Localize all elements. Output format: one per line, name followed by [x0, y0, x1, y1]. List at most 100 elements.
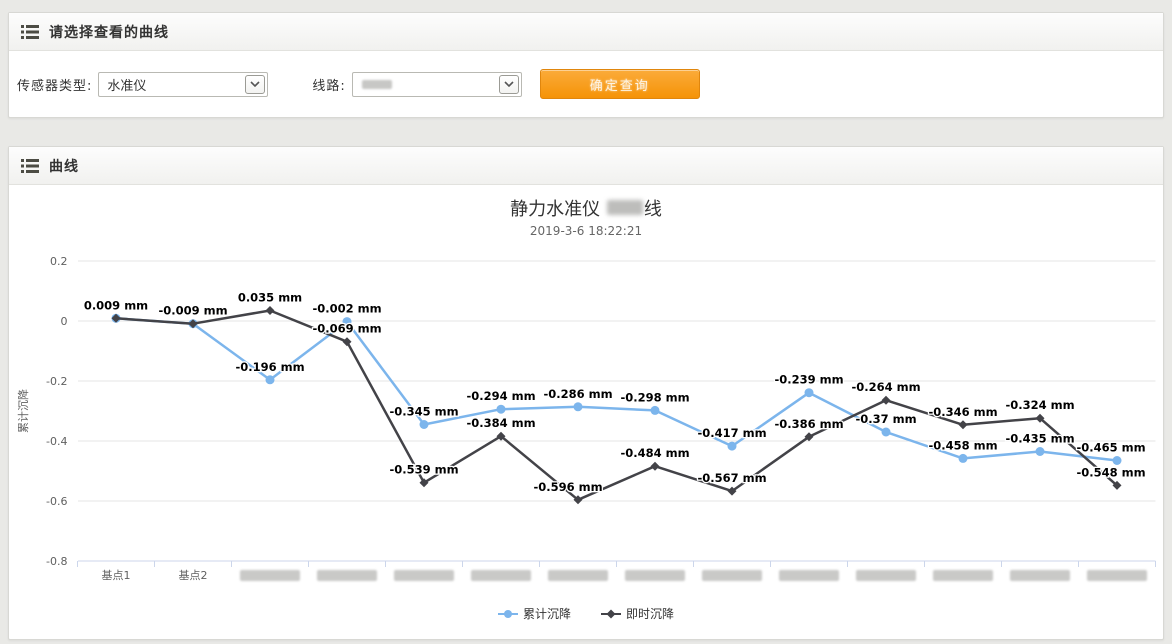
data-point-label: -0.417 mm	[697, 426, 766, 440]
line-select[interactable]	[351, 71, 522, 97]
sensor-type-value: 水准仪	[107, 78, 147, 94]
data-point[interactable]	[342, 317, 352, 327]
y-tick-label: -0.2	[46, 375, 67, 388]
y-tick-label: -0.6	[46, 495, 67, 508]
chart-area: 静力水准仪 线 2019-3-6 18:22:21 0.2 0 -0.2 -0.4 -0…	[9, 185, 1163, 639]
data-point[interactable]	[1035, 413, 1045, 423]
legend-label: 即时沉降	[626, 607, 675, 621]
data-point[interactable]	[650, 405, 660, 415]
data-point[interactable]	[1112, 456, 1122, 465]
line-value-redacted	[361, 79, 392, 89]
data-point[interactable]	[496, 431, 506, 441]
data-point[interactable]	[804, 432, 814, 442]
data-point[interactable]	[881, 395, 891, 405]
y-tick-label: 0.2	[50, 255, 68, 268]
data-point[interactable]	[958, 453, 968, 463]
data-point[interactable]	[727, 486, 737, 496]
chevron-down-icon	[245, 74, 266, 94]
x-tick-label-redacted	[1010, 570, 1070, 581]
line-label: 线路:	[312, 78, 346, 94]
data-point[interactable]	[573, 402, 583, 412]
data-point[interactable]	[1112, 480, 1122, 490]
data-point-label: -0.294 mm	[466, 389, 535, 403]
x-tick-label-redacted	[779, 570, 839, 581]
data-point-label: -0.384 mm	[466, 416, 535, 430]
data-point[interactable]	[1035, 447, 1045, 456]
data-point[interactable]	[958, 420, 968, 430]
data-point[interactable]	[188, 319, 198, 329]
legend-item-instant[interactable]: 即时沉降	[601, 605, 674, 622]
curve-panel-header: 曲线	[9, 147, 1163, 185]
chart-title: 静力水准仪 线	[510, 199, 662, 220]
data-point[interactable]	[419, 420, 429, 429]
data-point-label: -0.596 mm	[533, 480, 602, 494]
data-point-label: -0.37 mm	[855, 412, 916, 426]
legend-item-cumulative[interactable]: 累计沉降	[497, 605, 571, 622]
x-tick-label-redacted	[317, 570, 377, 581]
x-tick-label-redacted	[240, 570, 300, 581]
chart-subtitle: 2019-3-6 18:22:21	[529, 224, 643, 238]
y-tick-label: -0.8	[46, 555, 67, 568]
legend-marker-circle-icon	[497, 609, 518, 618]
chevron-down-icon	[498, 74, 519, 94]
data-point-label: -0.484 mm	[620, 446, 689, 460]
data-point[interactable]	[727, 441, 737, 451]
legend-marker-diamond-icon	[601, 609, 621, 618]
data-point-label: -0.345 mm	[389, 405, 458, 419]
data-point-label: -0.539 mm	[389, 463, 458, 477]
data-point-label: 0.035 mm	[238, 291, 302, 305]
list-icon	[21, 24, 39, 39]
data-point-label: -0.458 mm	[928, 438, 997, 452]
data-point-label: -0.567 mm	[697, 471, 766, 485]
curve-panel: 曲线 静力水准仪 线 2019-3-6 18:22:21 0.2 0 -0.2 -0.…	[8, 146, 1164, 640]
series-line-即时沉降	[115, 309, 1118, 502]
data-point[interactable]	[111, 313, 121, 323]
x-tick-label-redacted	[933, 570, 993, 581]
x-tick-label-redacted	[625, 570, 685, 581]
data-point-label: -0.548 mm	[1076, 465, 1145, 479]
data-point-label: -0.069 mm	[312, 322, 381, 336]
chart-legend: 累计沉降 即时沉降	[9, 605, 1163, 622]
x-tick-label-redacted	[856, 570, 916, 581]
x-tick-label-redacted	[548, 570, 608, 581]
x-tick-label-redacted	[1087, 570, 1147, 581]
data-point[interactable]	[496, 404, 506, 414]
query-button[interactable]: 确定查询	[539, 69, 700, 99]
sensor-type-select[interactable]: 水准仪	[98, 71, 269, 97]
y-tick-label: 0	[61, 315, 68, 328]
data-point[interactable]	[804, 388, 814, 398]
data-point-label: -0.346 mm	[928, 405, 997, 419]
data-point-label: 0.009 mm	[84, 298, 148, 312]
data-point-label: -0.324 mm	[1005, 398, 1074, 412]
y-tick-label: -0.4	[46, 435, 67, 448]
legend-label: 累计沉降	[522, 607, 571, 621]
data-point-label: -0.286 mm	[543, 387, 612, 401]
data-point[interactable]	[881, 427, 891, 437]
data-point[interactable]	[265, 375, 275, 385]
y-axis-title: 累计沉降	[16, 389, 30, 433]
data-point-label: -0.009 mm	[158, 304, 227, 318]
data-point[interactable]	[650, 461, 660, 471]
filter-form: 传感器类型: 水准仪 线路: 确定查询	[9, 51, 1163, 117]
data-point-label: -0.239 mm	[774, 373, 843, 387]
data-point-label: -0.435 mm	[1005, 432, 1074, 446]
x-tick-label-redacted	[394, 570, 454, 581]
filter-panel-title: 请选择查看的曲线	[49, 24, 169, 41]
data-point[interactable]	[265, 306, 275, 315]
data-point-label: -0.196 mm	[235, 360, 304, 374]
data-point-label: -0.298 mm	[620, 390, 689, 404]
data-point[interactable]	[419, 478, 429, 488]
data-point-label: -0.386 mm	[774, 417, 843, 431]
data-point[interactable]	[342, 337, 352, 347]
data-point-label: -0.465 mm	[1076, 441, 1145, 455]
x-tick-label: 基点1	[102, 569, 131, 582]
x-tick-label-redacted	[471, 570, 531, 581]
sensor-type-label: 传感器类型:	[17, 78, 93, 94]
data-point[interactable]	[573, 495, 583, 505]
data-point-label: -0.264 mm	[851, 380, 920, 394]
data-point-label: -0.002 mm	[312, 302, 381, 316]
x-tick-label-redacted	[702, 570, 762, 581]
x-tick-label: 基点2	[179, 569, 208, 582]
chart-title-redacted	[606, 200, 643, 215]
filter-panel-header: 请选择查看的曲线	[9, 13, 1163, 51]
